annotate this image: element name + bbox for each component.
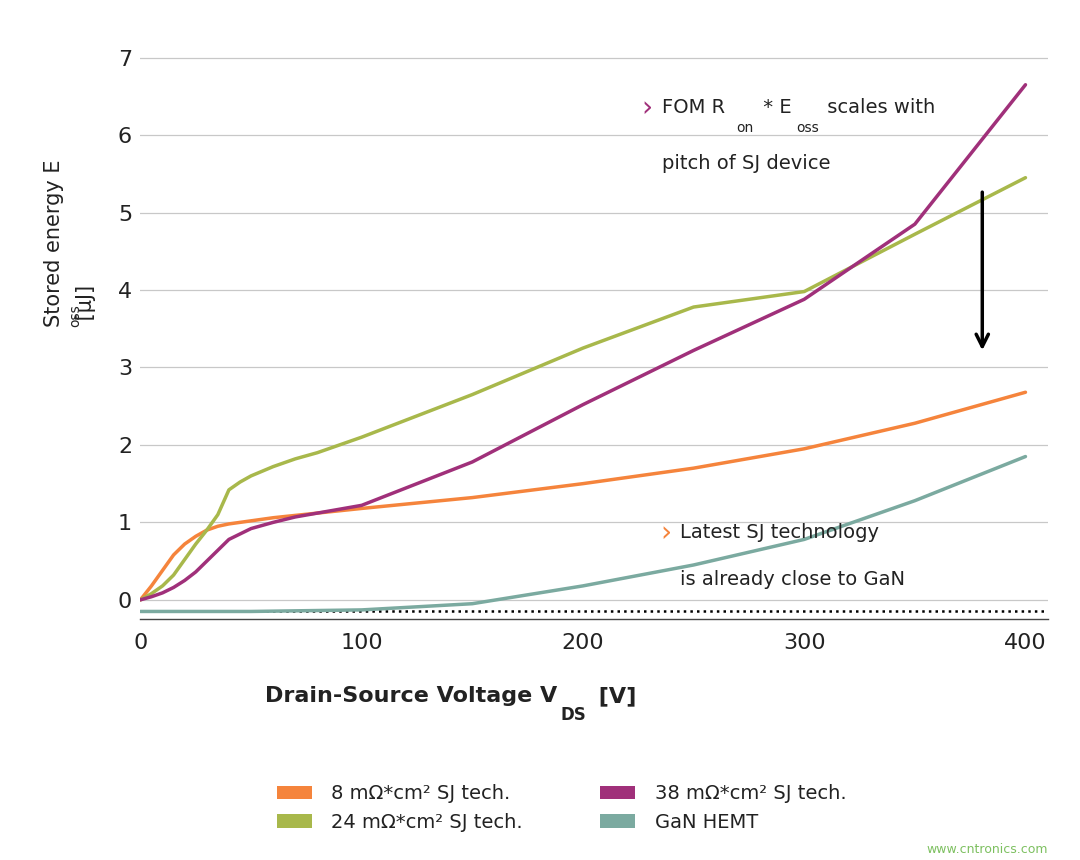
Text: pitch of SJ device: pitch of SJ device <box>662 154 831 173</box>
Text: is already close to GaN: is already close to GaN <box>680 570 905 589</box>
Text: Stored energy E: Stored energy E <box>44 159 64 327</box>
Text: [μJ]: [μJ] <box>76 285 96 327</box>
Text: DS: DS <box>561 706 586 724</box>
Text: oss: oss <box>68 304 82 327</box>
Text: ›: › <box>660 519 671 547</box>
Text: FOM R: FOM R <box>662 98 725 117</box>
Legend: 8 mΩ*cm² SJ tech., 24 mΩ*cm² SJ tech., 38 mΩ*cm² SJ tech., GaN HEMT: 8 mΩ*cm² SJ tech., 24 mΩ*cm² SJ tech., 3… <box>267 775 856 842</box>
Text: Drain-Source Voltage V: Drain-Source Voltage V <box>266 686 557 706</box>
Text: ›: › <box>642 94 653 121</box>
Text: oss: oss <box>796 121 819 135</box>
Text: [V]: [V] <box>591 686 636 706</box>
Text: scales with: scales with <box>821 98 935 117</box>
Text: www.cntronics.com: www.cntronics.com <box>926 843 1048 856</box>
Text: Latest SJ technology: Latest SJ technology <box>680 523 879 542</box>
Text: * E: * E <box>757 98 792 117</box>
Text: on: on <box>737 121 754 135</box>
